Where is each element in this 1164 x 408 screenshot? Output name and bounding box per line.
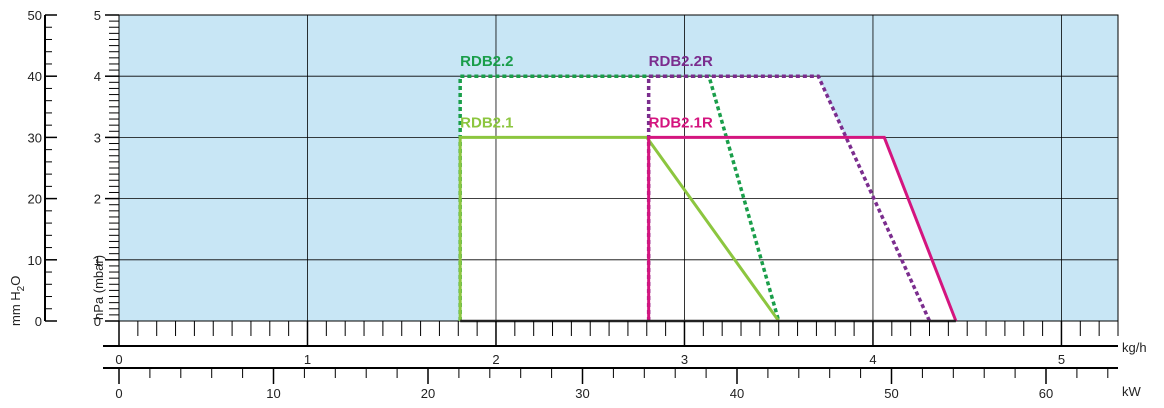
y-primary-tick-label-2: 2 bbox=[94, 192, 101, 207]
x-primary-tick-label-2: 2 bbox=[492, 352, 499, 367]
y-primary-tick-label-0: 0 bbox=[94, 314, 101, 329]
x-secondary-tick-label-1: 10 bbox=[266, 386, 280, 401]
y-secondary-tick-label-5: 50 bbox=[28, 8, 42, 23]
x-primary-tick-label-1: 1 bbox=[304, 352, 311, 367]
y-secondary-tick-label-0: 0 bbox=[35, 314, 42, 329]
y-axis-secondary-title: mm H2O bbox=[8, 276, 27, 326]
series-labels: RDB2.2 RDB2.1 RDB2.2R RDB2.1R bbox=[460, 53, 713, 131]
series-line-rdb2-1 bbox=[458, 135, 780, 322]
series-label-rdb2-2: RDB2.2 bbox=[460, 53, 513, 70]
series-label-rdb2-2r: RDB2.2R bbox=[649, 53, 713, 70]
y-axis-secondary-title-end: O bbox=[8, 276, 23, 286]
y-secondary-tick-label-2: 20 bbox=[28, 192, 42, 207]
y-primary-tick-label-3: 3 bbox=[94, 130, 101, 145]
grid-lines bbox=[118, 14, 1119, 322]
y-secondary-tick-label-1: 10 bbox=[28, 253, 42, 268]
x-secondary-tick-label-6: 60 bbox=[1039, 386, 1053, 401]
series-line-rdb2-1r bbox=[647, 135, 958, 322]
x-axis-primary-title: kg/h bbox=[1122, 340, 1147, 355]
y-axis-secondary-title-sub: 2 bbox=[16, 285, 27, 291]
y-secondary-tick-label-4: 40 bbox=[28, 69, 42, 84]
x-axis-secondary-title: kW bbox=[1122, 384, 1142, 399]
y-secondary-tick-label-3: 30 bbox=[28, 130, 42, 145]
axes bbox=[44, 15, 1118, 369]
x-secondary-tick-label-4: 40 bbox=[730, 386, 744, 401]
envelope-fill-2 bbox=[648, 137, 956, 321]
tick-marks bbox=[45, 14, 1119, 384]
x-secondary-tick-label-2: 20 bbox=[421, 386, 435, 401]
x-primary-tick-label-3: 3 bbox=[681, 352, 688, 367]
x-primary-tick-label-4: 4 bbox=[869, 352, 876, 367]
series-label-rdb2-1: RDB2.1 bbox=[460, 114, 513, 131]
y-primary-tick-label-5: 5 bbox=[94, 8, 101, 23]
y-axis-primary-title: hPa (mbar) bbox=[91, 255, 106, 320]
x-primary-tick-label-0: 0 bbox=[115, 352, 122, 367]
x-primary-tick-label-5: 5 bbox=[1058, 352, 1065, 367]
x-secondary-tick-label-3: 30 bbox=[575, 386, 589, 401]
x-secondary-tick-label-5: 50 bbox=[884, 386, 898, 401]
y-primary-tick-label-4: 4 bbox=[94, 69, 101, 84]
y-axis-secondary-title-main: mm H bbox=[8, 291, 23, 326]
x-secondary-tick-label-0: 0 bbox=[115, 386, 122, 401]
series-label-rdb2-1r: RDB2.1R bbox=[649, 114, 713, 131]
y-primary-tick-label-1: 1 bbox=[94, 253, 101, 268]
